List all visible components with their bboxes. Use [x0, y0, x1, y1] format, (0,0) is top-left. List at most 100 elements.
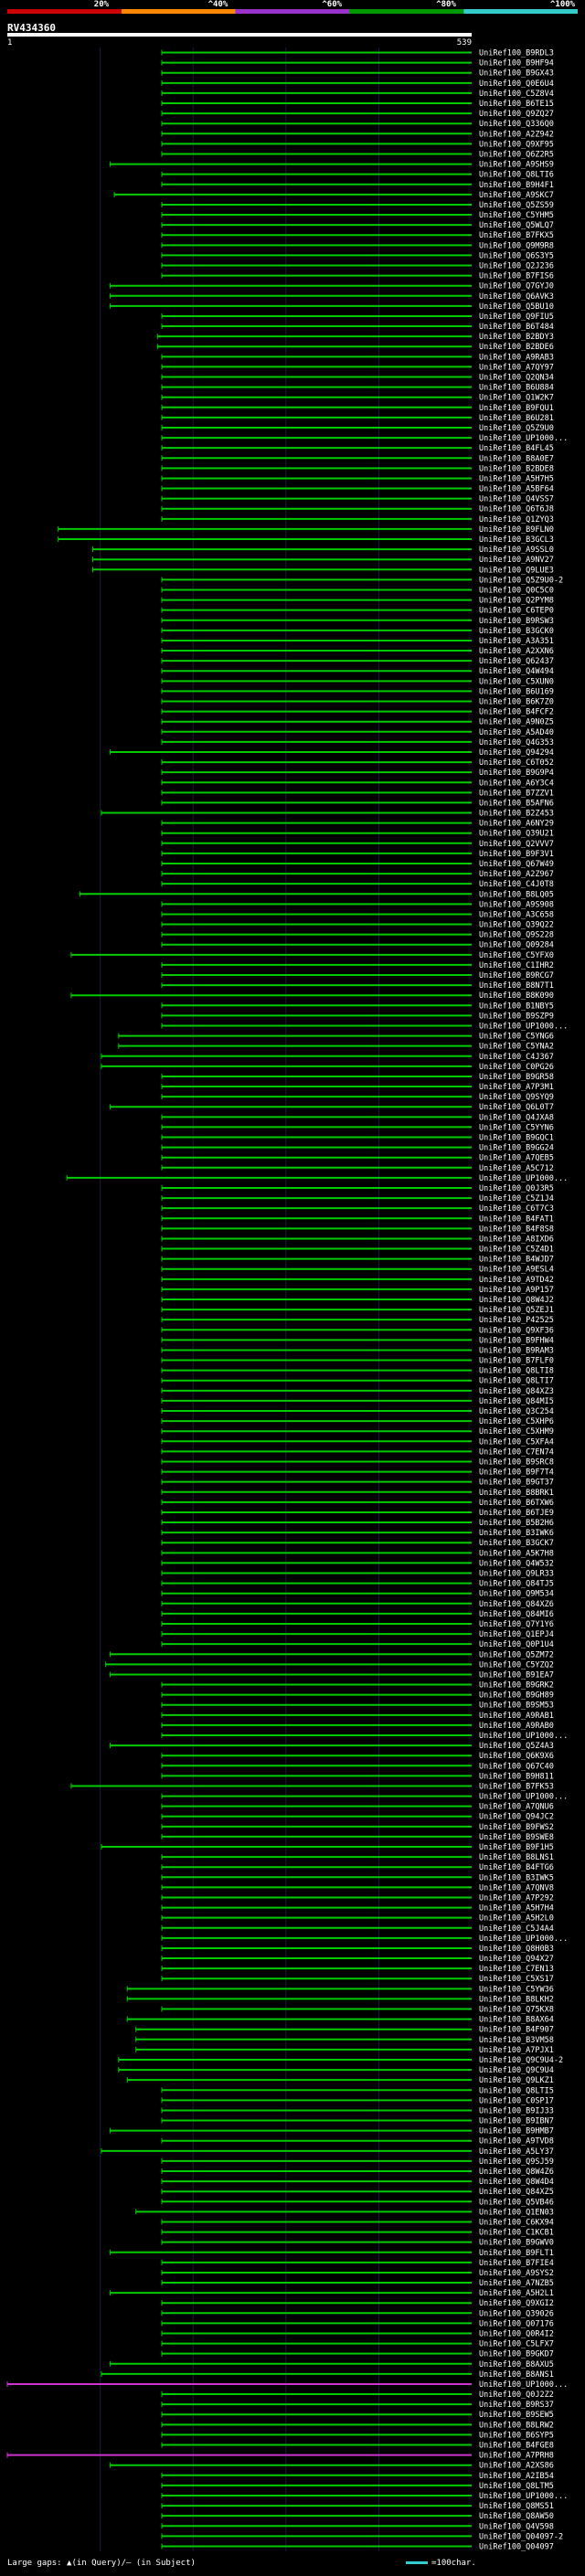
alignment-row[interactable]: UniRef100_B4FTG6 [161, 1863, 554, 1872]
row-label[interactable]: UniRef100_Q04097 [479, 2542, 554, 2551]
alignment-row[interactable]: UniRef100_B9RDL3 [161, 49, 554, 58]
alignment-row[interactable]: UniRef100_A5K7H8 [161, 1549, 554, 1558]
row-label[interactable]: UniRef100_Q67W49 [479, 860, 554, 869]
row-label[interactable]: UniRef100_B4F907 [479, 2026, 554, 2035]
row-label[interactable]: UniRef100_Q8H0B3 [479, 1945, 554, 1954]
alignment-row[interactable]: UniRef100_A2XS86 [109, 2462, 554, 2471]
row-label[interactable]: UniRef100_Q1ZYQ3 [479, 515, 554, 525]
alignment-row[interactable]: UniRef100_B9FLT1 [109, 2249, 554, 2258]
alignment-row[interactable]: UniRef100_A9SHS9 [109, 161, 554, 170]
alignment-row[interactable]: UniRef100_Q8AW50 [161, 2512, 554, 2521]
alignment-row[interactable]: UniRef100_B7FK53 [70, 1782, 554, 1791]
alignment-row[interactable]: UniRef100_Q9XGI2 [161, 2299, 554, 2308]
row-label[interactable]: UniRef100_UP1000... [479, 1935, 568, 1944]
alignment-row[interactable]: UniRef100_Q4W494 [161, 667, 554, 676]
alignment-row[interactable]: UniRef100_B2BDE6 [156, 343, 554, 352]
alignment-row[interactable]: UniRef100_A7QNU6 [161, 1803, 554, 1812]
row-label[interactable]: UniRef100_B3GCK0 [479, 627, 554, 636]
alignment-row[interactable]: UniRef100_B9GWV0 [161, 2239, 554, 2248]
row-label[interactable]: UniRef100_Q39026 [479, 2309, 554, 2318]
row-label[interactable]: UniRef100_Q5ZEJ1 [479, 1306, 554, 1315]
row-label[interactable]: UniRef100_Q4W532 [479, 1559, 554, 1568]
alignment-row[interactable]: UniRef100_C5XHM9 [161, 1427, 554, 1436]
row-label[interactable]: UniRef100_UP1000... [479, 1174, 568, 1183]
alignment-row[interactable]: UniRef100_Q1EN03 [135, 2208, 554, 2217]
row-label[interactable]: UniRef100_B9GH89 [479, 1691, 554, 1701]
alignment-row[interactable]: UniRef100_A5H2L0 [161, 1914, 554, 1924]
row-label[interactable]: UniRef100_UP1000... [479, 1022, 568, 1031]
row-label[interactable]: UniRef100_Q6AVK3 [479, 292, 554, 302]
alignment-row[interactable]: UniRef100_Q07176 [161, 2319, 554, 2328]
row-label[interactable]: UniRef100_A9TD42 [479, 1276, 554, 1285]
row-label[interactable]: UniRef100_B8BRK1 [479, 1489, 554, 1498]
alignment-row[interactable]: UniRef100_Q84MI5 [161, 1397, 554, 1406]
row-label[interactable]: UniRef100_C7EN13 [479, 1965, 554, 1974]
row-label[interactable]: UniRef100_A7PJX1 [479, 2046, 554, 2055]
alignment-row[interactable]: UniRef100_B9RSW3 [161, 617, 554, 626]
alignment-row[interactable]: UniRef100_C6T7C3 [161, 1204, 554, 1214]
row-label[interactable]: UniRef100_C0SP17 [479, 2096, 554, 2105]
row-label[interactable]: UniRef100_A5H7H5 [479, 474, 554, 483]
row-label[interactable]: UniRef100_Q84XZ6 [479, 1600, 554, 1609]
alignment-row[interactable]: UniRef100_Q04097 [161, 2542, 554, 2551]
row-label[interactable]: UniRef100_Q9SJ59 [479, 2157, 554, 2167]
row-label[interactable]: UniRef100_C6T7C3 [479, 1204, 554, 1214]
alignment-row[interactable]: UniRef100_Q5Z4A3 [109, 1742, 554, 1751]
alignment-row[interactable]: UniRef100_C5Z4D1 [161, 1246, 554, 1255]
alignment-row[interactable]: UniRef100_A9ESL4 [161, 1266, 554, 1275]
alignment-row[interactable]: UniRef100_B7FIS6 [161, 272, 554, 281]
alignment-row[interactable]: UniRef100_Q4JXA8 [161, 1113, 554, 1122]
row-label[interactable]: UniRef100_C5YZQ2 [479, 1660, 554, 1670]
alignment-row[interactable]: UniRef100_Q6S3Y5 [161, 251, 554, 260]
row-label[interactable]: UniRef100_B9FWS2 [479, 1823, 554, 1832]
alignment-row[interactable]: UniRef100_Q5WLQ7 [161, 221, 554, 230]
row-label[interactable]: UniRef100_B8LNS1 [479, 1853, 554, 1862]
alignment-row[interactable]: UniRef100_A9RAB3 [161, 353, 554, 362]
row-label[interactable]: UniRef100_C5YFX0 [479, 951, 554, 960]
alignment-row[interactable]: UniRef100_Q62437 [161, 657, 554, 666]
row-label[interactable]: UniRef100_C5XFA4 [479, 1437, 554, 1447]
alignment-row[interactable]: UniRef100_B9SEW5 [161, 2411, 554, 2420]
alignment-row[interactable]: UniRef100_A5BF64 [161, 485, 554, 494]
alignment-row[interactable]: UniRef100_Q84XZ6 [161, 1600, 554, 1609]
row-label[interactable]: UniRef100_C4J0T8 [479, 880, 554, 889]
alignment-row[interactable]: UniRef100_B3GCK0 [161, 627, 554, 636]
row-label[interactable]: UniRef100_Q94X27 [479, 1955, 554, 1964]
row-label[interactable]: UniRef100_B9GRK2 [479, 1681, 554, 1691]
row-label[interactable]: UniRef100_B4FAT1 [479, 1214, 554, 1224]
row-label[interactable]: UniRef100_C0PG26 [479, 1063, 554, 1072]
alignment-row[interactable]: UniRef100_Q336Q0 [161, 120, 554, 129]
alignment-row[interactable]: UniRef100_B2BDE8 [161, 464, 554, 473]
row-label[interactable]: UniRef100_B6U884 [479, 384, 554, 393]
row-label[interactable]: UniRef100_A7P3M1 [479, 1083, 554, 1092]
alignment-row[interactable]: UniRef100_B9FQU1 [161, 404, 554, 413]
alignment-row[interactable]: UniRef100_A7NZB5 [161, 2279, 554, 2288]
alignment-row[interactable]: UniRef100_B3VM58 [135, 2036, 554, 2045]
row-label[interactable]: UniRef100_B9RS37 [479, 2401, 554, 2410]
row-label[interactable]: UniRef100_C6TEP0 [479, 607, 554, 616]
row-label[interactable]: UniRef100_C7EN74 [479, 1447, 554, 1457]
row-label[interactable]: UniRef100_B9RAM3 [479, 1346, 554, 1355]
alignment-row[interactable]: UniRef100_UP1000... [161, 1935, 568, 1944]
row-label[interactable]: UniRef100_Q9C9U4 [479, 2066, 554, 2075]
alignment-row[interactable]: UniRef100_A3A351 [161, 637, 554, 646]
row-label[interactable]: UniRef100_C4J367 [479, 1053, 554, 1062]
row-label[interactable]: UniRef100_Q2VVV7 [479, 840, 554, 849]
row-label[interactable]: UniRef100_A7QNV8 [479, 1883, 554, 1892]
row-label[interactable]: UniRef100_B9FLN0 [479, 525, 554, 535]
alignment-row[interactable]: UniRef100_Q9M9R8 [161, 241, 554, 250]
alignment-row[interactable]: UniRef100_A5AD40 [161, 728, 554, 737]
row-label[interactable]: UniRef100_C6T052 [479, 758, 554, 768]
alignment-row[interactable]: UniRef100_B4WJD7 [161, 1256, 554, 1265]
row-label[interactable]: UniRef100_B2BDE6 [479, 343, 554, 352]
alignment-row[interactable]: UniRef100_A7P3M1 [161, 1083, 554, 1092]
row-label[interactable]: UniRef100_Q84MI5 [479, 1397, 554, 1406]
row-label[interactable]: UniRef100_B9FQU1 [479, 404, 554, 413]
alignment-row[interactable]: UniRef100_B5AFN6 [161, 799, 554, 808]
alignment-row[interactable]: UniRef100_C1KCB1 [161, 2229, 554, 2238]
alignment-row[interactable]: UniRef100_B2BDY3 [156, 333, 554, 342]
row-label[interactable]: UniRef100_A5H2L0 [479, 1914, 554, 1924]
alignment-row[interactable]: UniRef100_Q9SJ59 [161, 2157, 554, 2167]
row-label[interactable]: UniRef100_B8K090 [479, 991, 554, 1001]
alignment-row[interactable]: UniRef100_B8AXU5 [109, 2360, 554, 2369]
